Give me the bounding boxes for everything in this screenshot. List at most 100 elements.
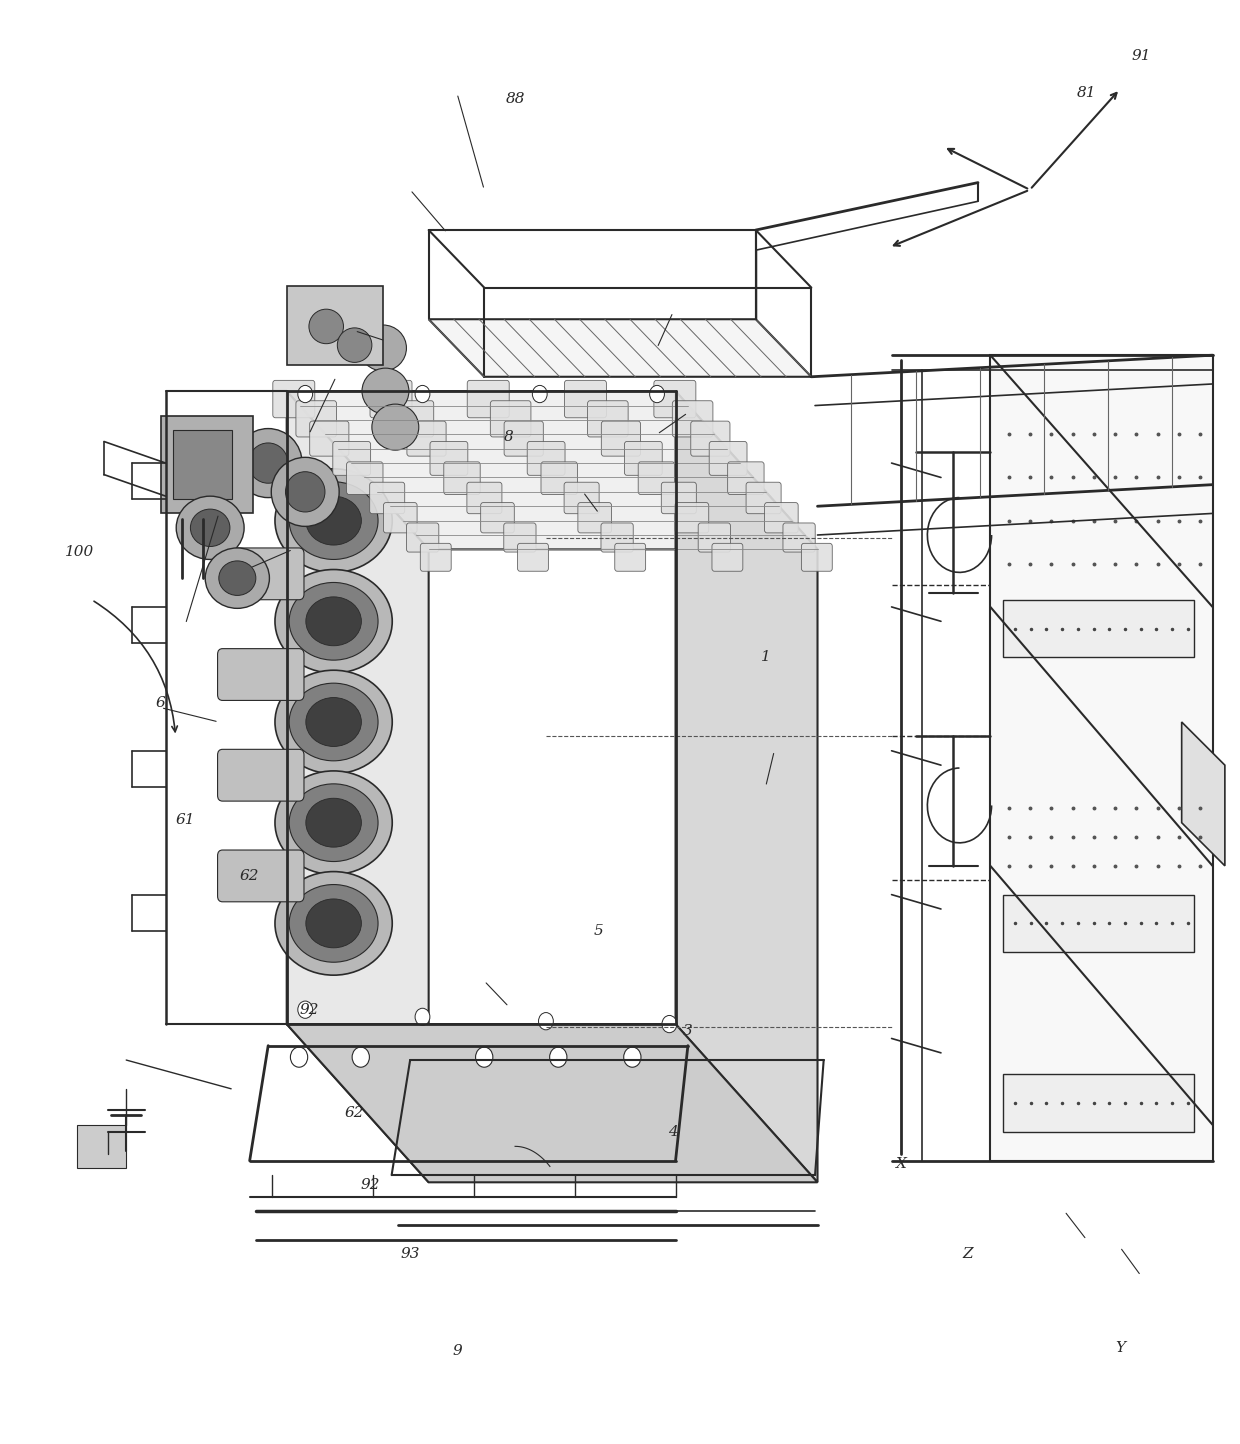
Text: 92: 92 (299, 1002, 319, 1017)
FancyBboxPatch shape (639, 462, 675, 494)
Text: Z: Z (962, 1248, 973, 1261)
Ellipse shape (306, 497, 361, 544)
Circle shape (352, 1047, 370, 1067)
Circle shape (298, 1001, 312, 1018)
FancyBboxPatch shape (217, 648, 304, 700)
FancyBboxPatch shape (370, 482, 404, 514)
FancyBboxPatch shape (286, 286, 383, 365)
FancyBboxPatch shape (698, 523, 730, 552)
Polygon shape (1182, 722, 1225, 866)
Ellipse shape (337, 328, 372, 362)
Circle shape (290, 1047, 308, 1067)
Circle shape (549, 1047, 567, 1067)
Ellipse shape (275, 469, 392, 572)
Ellipse shape (275, 670, 392, 774)
Ellipse shape (275, 569, 392, 673)
Polygon shape (429, 319, 811, 377)
FancyBboxPatch shape (296, 401, 336, 438)
Ellipse shape (275, 872, 392, 975)
FancyBboxPatch shape (625, 442, 662, 475)
Text: 93: 93 (401, 1248, 420, 1261)
Ellipse shape (360, 325, 407, 371)
Ellipse shape (218, 560, 255, 595)
FancyBboxPatch shape (782, 523, 815, 552)
FancyBboxPatch shape (527, 442, 565, 475)
FancyBboxPatch shape (672, 401, 713, 438)
Text: 92: 92 (361, 1178, 381, 1193)
FancyBboxPatch shape (490, 401, 531, 438)
Ellipse shape (306, 799, 361, 848)
Text: 91: 91 (1131, 49, 1151, 64)
Text: 1: 1 (761, 650, 770, 664)
Ellipse shape (285, 472, 325, 513)
FancyBboxPatch shape (217, 851, 304, 902)
FancyBboxPatch shape (370, 380, 412, 417)
Ellipse shape (372, 404, 419, 451)
FancyBboxPatch shape (712, 543, 743, 572)
Text: 88: 88 (506, 92, 525, 107)
FancyBboxPatch shape (310, 422, 348, 456)
Circle shape (532, 386, 547, 403)
FancyBboxPatch shape (601, 422, 641, 456)
Ellipse shape (191, 510, 229, 546)
Ellipse shape (234, 429, 303, 498)
Text: X: X (897, 1157, 906, 1171)
FancyBboxPatch shape (273, 380, 315, 417)
Ellipse shape (206, 547, 269, 608)
FancyBboxPatch shape (393, 401, 434, 438)
FancyBboxPatch shape (517, 543, 548, 572)
Text: 62: 62 (345, 1106, 365, 1121)
Ellipse shape (272, 458, 340, 527)
Ellipse shape (289, 784, 378, 862)
Text: 61: 61 (176, 813, 195, 827)
FancyBboxPatch shape (467, 482, 502, 514)
Ellipse shape (275, 771, 392, 875)
FancyBboxPatch shape (161, 416, 253, 514)
Bar (1003, 1074, 1194, 1132)
FancyBboxPatch shape (541, 462, 578, 494)
Polygon shape (676, 391, 817, 1183)
Polygon shape (991, 355, 1213, 1161)
Circle shape (650, 386, 665, 403)
FancyBboxPatch shape (564, 380, 606, 417)
Ellipse shape (306, 900, 361, 947)
Ellipse shape (306, 596, 361, 645)
FancyBboxPatch shape (728, 462, 764, 494)
FancyBboxPatch shape (661, 482, 697, 514)
FancyBboxPatch shape (503, 523, 536, 552)
FancyBboxPatch shape (467, 380, 510, 417)
Circle shape (298, 386, 312, 403)
Polygon shape (286, 391, 817, 549)
FancyBboxPatch shape (578, 503, 611, 533)
Text: 8: 8 (503, 430, 513, 445)
Ellipse shape (289, 885, 378, 962)
Circle shape (662, 1015, 677, 1032)
Ellipse shape (309, 309, 343, 344)
FancyBboxPatch shape (746, 482, 781, 514)
Ellipse shape (248, 443, 288, 484)
Text: Y: Y (1115, 1340, 1125, 1354)
Text: 81: 81 (1076, 87, 1096, 101)
FancyBboxPatch shape (481, 503, 515, 533)
Circle shape (415, 386, 430, 403)
FancyBboxPatch shape (675, 503, 709, 533)
Ellipse shape (362, 368, 409, 414)
Text: 4: 4 (668, 1125, 678, 1139)
Text: 6: 6 (156, 696, 166, 710)
Ellipse shape (306, 697, 361, 747)
FancyBboxPatch shape (383, 503, 417, 533)
FancyBboxPatch shape (444, 462, 480, 494)
Text: 3: 3 (683, 1024, 693, 1038)
FancyBboxPatch shape (346, 462, 383, 494)
FancyBboxPatch shape (765, 503, 799, 533)
FancyBboxPatch shape (332, 442, 371, 475)
FancyBboxPatch shape (407, 523, 439, 552)
FancyBboxPatch shape (217, 749, 304, 801)
Text: 9: 9 (453, 1343, 463, 1357)
FancyBboxPatch shape (801, 543, 832, 572)
FancyBboxPatch shape (420, 543, 451, 572)
FancyBboxPatch shape (564, 482, 599, 514)
Circle shape (476, 1047, 492, 1067)
Circle shape (624, 1047, 641, 1067)
FancyBboxPatch shape (709, 442, 746, 475)
